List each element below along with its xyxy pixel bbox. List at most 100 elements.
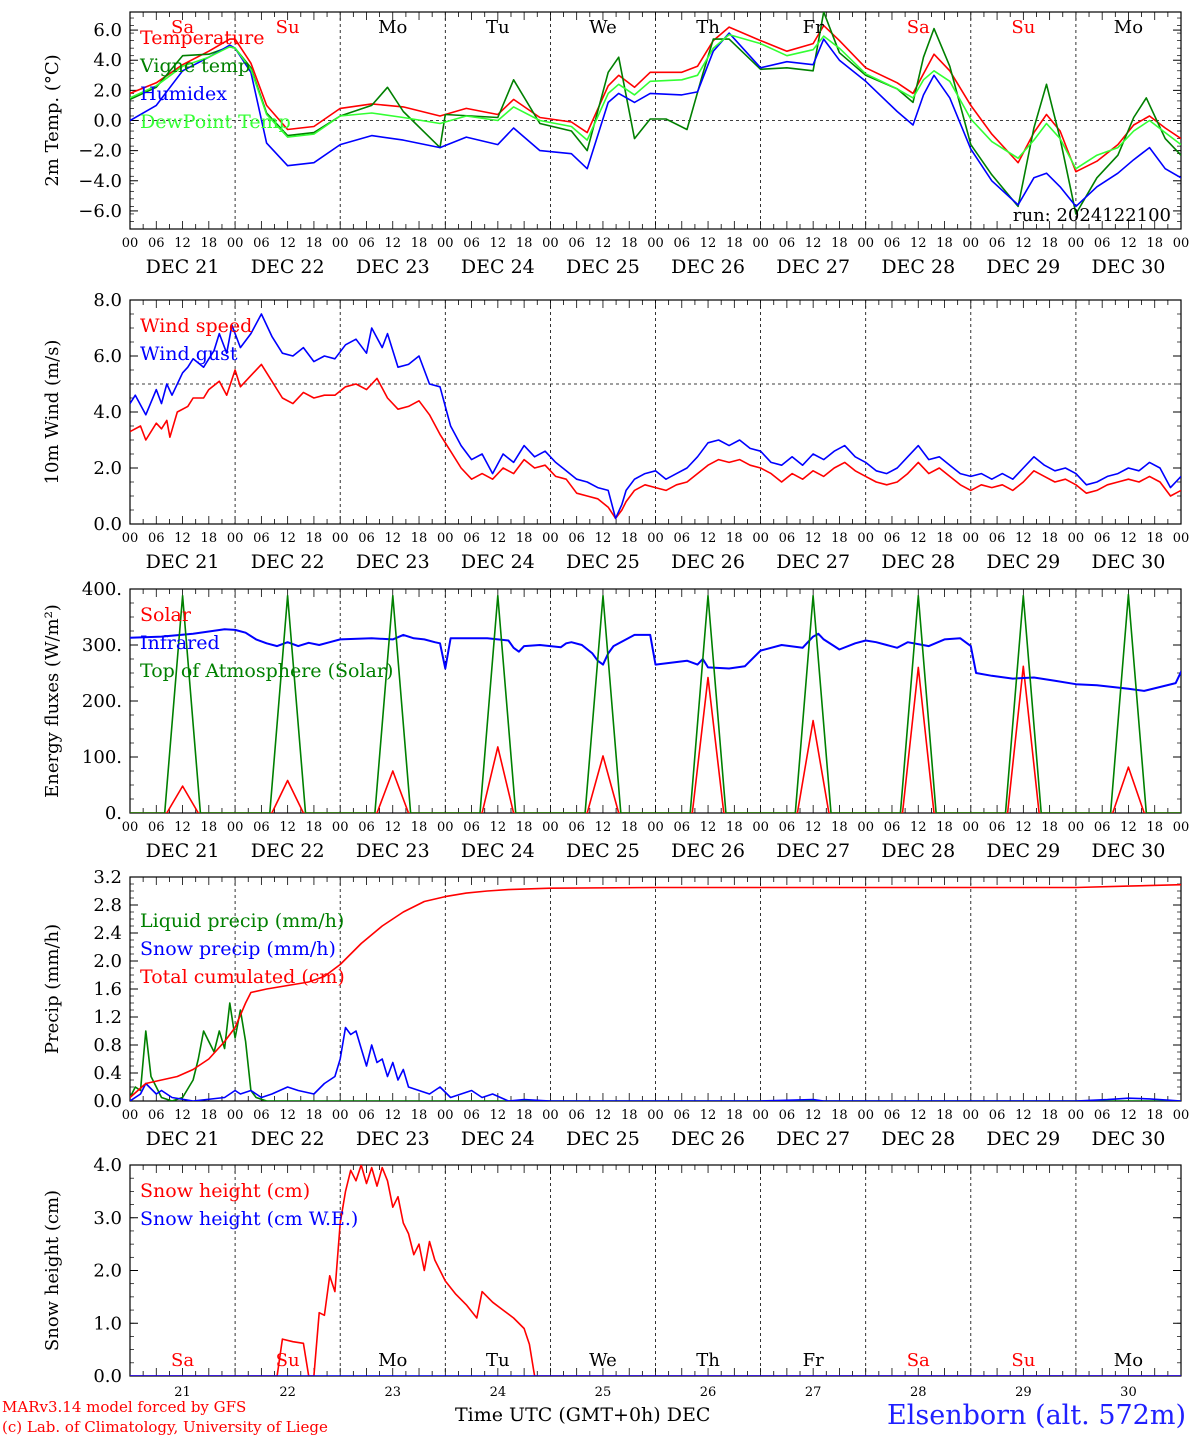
x-date-label: DEC 25 (566, 256, 640, 278)
y-tick-label: 2.0 (93, 458, 122, 479)
series-wind-speed (130, 363, 1181, 520)
x-hour-label: 06 (1094, 531, 1111, 546)
x-hour-label: 12 (490, 531, 507, 546)
x-hour-label: 00 (1068, 1108, 1085, 1123)
run-label: run: 2024122100 (1013, 205, 1171, 226)
x-hour-label: 06 (463, 820, 480, 835)
x-date-label: DEC 28 (881, 256, 955, 278)
day-number: 21 (174, 1385, 191, 1400)
x-hour-label: 12 (1120, 1108, 1137, 1123)
x-hour-label: 18 (831, 236, 848, 251)
legend-total-cumulated-cm: Total cumulated (cm) (140, 966, 345, 988)
y-tick-label: 0.0 (93, 111, 122, 132)
x-hour-label: 06 (253, 531, 270, 546)
legend-wind-gust: Wind gust (140, 343, 238, 365)
y-tick-label: −4.0 (78, 171, 122, 192)
x-hour-label: 00 (857, 531, 874, 546)
y-tick-label: 200. (82, 691, 122, 712)
weekday-label: Fr (803, 1350, 824, 1371)
x-hour-label: 06 (148, 531, 165, 546)
x-hour-label: 18 (411, 820, 428, 835)
x-hour-label: 12 (1120, 236, 1137, 251)
x-date-label: DEC 23 (356, 551, 430, 573)
x-hour-label: 18 (411, 1108, 428, 1123)
x-date-label: DEC 23 (356, 840, 430, 862)
x-date-label: DEC 27 (776, 1128, 850, 1150)
series-top-of-atmosphere-solar (130, 593, 1181, 813)
y-tick-label: 400. (82, 579, 122, 600)
x-hour-label: 18 (411, 531, 428, 546)
x-date-label: DEC 28 (881, 840, 955, 862)
legend-infrared: Infrared (140, 632, 220, 654)
x-hour-label: 00 (227, 820, 244, 835)
y-tick-label: 0. (105, 803, 122, 824)
x-date-label: DEC 29 (986, 551, 1060, 573)
x-hour-label: 00 (752, 820, 769, 835)
y-tick-label: 2.0 (93, 951, 122, 972)
x-hour-label: 06 (568, 820, 585, 835)
x-hour-label: 18 (936, 236, 953, 251)
x-date-label: DEC 28 (881, 1128, 955, 1150)
x-hour-label: 12 (1120, 820, 1137, 835)
series-dewpoint-temp (130, 33, 1181, 170)
x-date-label: DEC 23 (356, 256, 430, 278)
x-hour-label: 12 (490, 236, 507, 251)
x-date-label: DEC 29 (986, 256, 1060, 278)
y-axis-label: 2m Temp. (°C) (42, 54, 63, 186)
x-hour-label: 18 (411, 236, 428, 251)
lab-credit: (c) Lab. of Climatology, University of L… (2, 1418, 328, 1436)
legend-dewpoint-temp: DewPoint Temp (140, 111, 291, 133)
x-hour-label: 18 (516, 531, 533, 546)
x-hour-label: 00 (1173, 531, 1190, 546)
x-hour-label: 12 (910, 531, 927, 546)
series-temperature (130, 24, 1181, 173)
x-hour-label: 06 (779, 531, 796, 546)
x-hour-label: 12 (1120, 531, 1137, 546)
x-hour-label: 06 (674, 1108, 691, 1123)
series-group (130, 12, 1181, 215)
series-total-cumulated-cm (130, 883, 1181, 1099)
y-tick-label: 0.0 (93, 514, 122, 535)
x-hour-label: 12 (595, 1108, 612, 1123)
x-hour-label: 18 (621, 236, 638, 251)
x-hour-label: 06 (568, 1108, 585, 1123)
x-hour-label: 18 (1146, 236, 1163, 251)
x-hour-label: 06 (253, 820, 270, 835)
x-hour-label: 00 (857, 820, 874, 835)
x-hour-label: 18 (831, 820, 848, 835)
x-hour-label: 00 (857, 236, 874, 251)
weekday-label: Su (276, 17, 300, 38)
x-date-label: DEC 25 (566, 1128, 640, 1150)
x-hour-label: 06 (1094, 820, 1111, 835)
x-hour-label: 12 (174, 1108, 191, 1123)
x-hour-label: 00 (963, 1108, 980, 1123)
x-date-label: DEC 30 (1092, 1128, 1166, 1150)
weekday-label: Mo (378, 1350, 407, 1371)
day-number: 29 (1015, 1385, 1032, 1400)
y-tick-label: 0.8 (93, 1035, 122, 1056)
x-hour-label: 06 (779, 820, 796, 835)
x-hour-label: 18 (621, 531, 638, 546)
day-number: 30 (1120, 1385, 1137, 1400)
x-hour-label: 06 (358, 531, 375, 546)
day-number: 26 (700, 1385, 717, 1400)
x-hour-label: 00 (332, 1108, 349, 1123)
x-hour-label: 18 (306, 820, 323, 835)
x-hour-label: 12 (174, 236, 191, 251)
x-hour-label: 06 (253, 236, 270, 251)
x-hour-label: 18 (726, 820, 743, 835)
station-name: Elsenborn (alt. 572m) (887, 1400, 1186, 1431)
x-hour-label: 12 (1015, 820, 1032, 835)
y-tick-label: 2.0 (93, 1261, 122, 1282)
x-hour-label: 18 (1041, 820, 1058, 835)
x-hour-label: 00 (1068, 531, 1085, 546)
y-tick-label: 3.0 (93, 1208, 122, 1229)
x-date-label: DEC 25 (566, 840, 640, 862)
x-hour-label: 06 (1094, 236, 1111, 251)
x-axis-month: DEC (666, 1404, 711, 1426)
x-hour-label: 18 (201, 820, 218, 835)
x-hour-label: 06 (884, 531, 901, 546)
legend-temperature: Temperature (140, 27, 264, 49)
x-hour-label: 00 (647, 820, 664, 835)
x-hour-label: 06 (989, 1108, 1006, 1123)
